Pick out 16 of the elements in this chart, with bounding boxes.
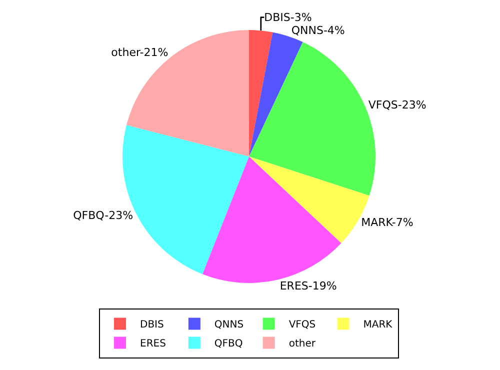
legend-label: QNNS bbox=[214, 320, 244, 331]
legend-label: DBIS bbox=[140, 320, 164, 331]
legend-label: MARK bbox=[363, 320, 393, 331]
data-label: VFQS-23% bbox=[368, 98, 426, 112]
legend-label: VFQS bbox=[288, 320, 316, 331]
data-label: MARK-7% bbox=[361, 216, 414, 230]
data-label: DBIS-3% bbox=[264, 10, 312, 24]
pie-slice bbox=[249, 30, 273, 156]
legend-label: other bbox=[288, 338, 316, 350]
data-label: QFBQ-23% bbox=[73, 208, 134, 222]
data-label: QNNS-4% bbox=[291, 24, 345, 37]
legend-label: QFBQ bbox=[214, 338, 243, 350]
data-label: other-21% bbox=[111, 46, 168, 59]
legend-label: ERES bbox=[140, 338, 166, 350]
data-label: ERES-19% bbox=[280, 280, 337, 293]
pie-slice bbox=[202, 156, 342, 283]
